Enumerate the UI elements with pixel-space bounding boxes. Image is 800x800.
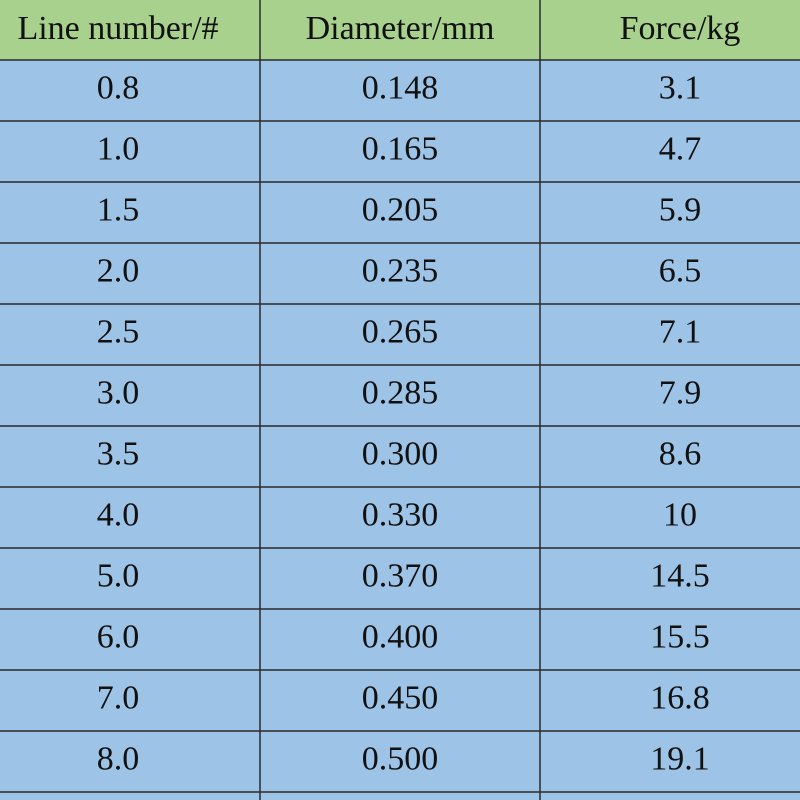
- table-cell: 2.0: [97, 252, 140, 289]
- cells: Line number/# Diameter/mm Force/kg 0.8 0.148…: [17, 10, 740, 778]
- table-cell: 0.285: [362, 374, 439, 411]
- table-cell: 2.5: [97, 313, 140, 350]
- header-cell: Line number/#: [17, 10, 218, 47]
- header-cell: Diameter/mm: [306, 10, 495, 47]
- table-cell: 0.265: [362, 313, 439, 350]
- table-cell: 3.1: [659, 69, 702, 106]
- table-cell: 8.6: [659, 435, 702, 472]
- table-cell: 6.0: [97, 618, 140, 655]
- body-background: [0, 60, 800, 800]
- table-cell: 0.165: [362, 130, 439, 167]
- table-cell: 14.5: [650, 557, 710, 594]
- table-cell: 0.330: [362, 496, 439, 533]
- header-cell: Force/kg: [620, 10, 741, 47]
- table-cell: 6.5: [659, 252, 702, 289]
- table-cell: 0.500: [362, 740, 439, 777]
- table-cell: 1.5: [97, 191, 140, 228]
- table-cell: 7.9: [659, 374, 702, 411]
- table-cell: 10: [663, 496, 697, 533]
- header-background: [0, 0, 800, 60]
- table-cell: 5.9: [659, 191, 702, 228]
- table-cell: 0.400: [362, 618, 439, 655]
- table-cell: 3.5: [97, 435, 140, 472]
- table-cell: 4.0: [97, 496, 140, 533]
- table-cell: 19.1: [650, 740, 710, 777]
- table-cell: 7.0: [97, 679, 140, 716]
- table-cell: 0.148: [362, 69, 439, 106]
- table-cell: 16.8: [650, 679, 710, 716]
- table-cell: 8.0: [97, 740, 140, 777]
- table-cell: 0.205: [362, 191, 439, 228]
- table-cell: 0.450: [362, 679, 439, 716]
- table-cell: 0.300: [362, 435, 439, 472]
- table-cell: 3.0: [97, 374, 140, 411]
- table-cell: 5.0: [97, 557, 140, 594]
- table-cell: 4.7: [659, 130, 702, 167]
- table-cell: 0.235: [362, 252, 439, 289]
- table-cell: 7.1: [659, 313, 702, 350]
- table-cell: 1.0: [97, 130, 140, 167]
- table-cell: 15.5: [650, 618, 710, 655]
- table-cell: 0.370: [362, 557, 439, 594]
- table-cell: 0.8: [97, 69, 140, 106]
